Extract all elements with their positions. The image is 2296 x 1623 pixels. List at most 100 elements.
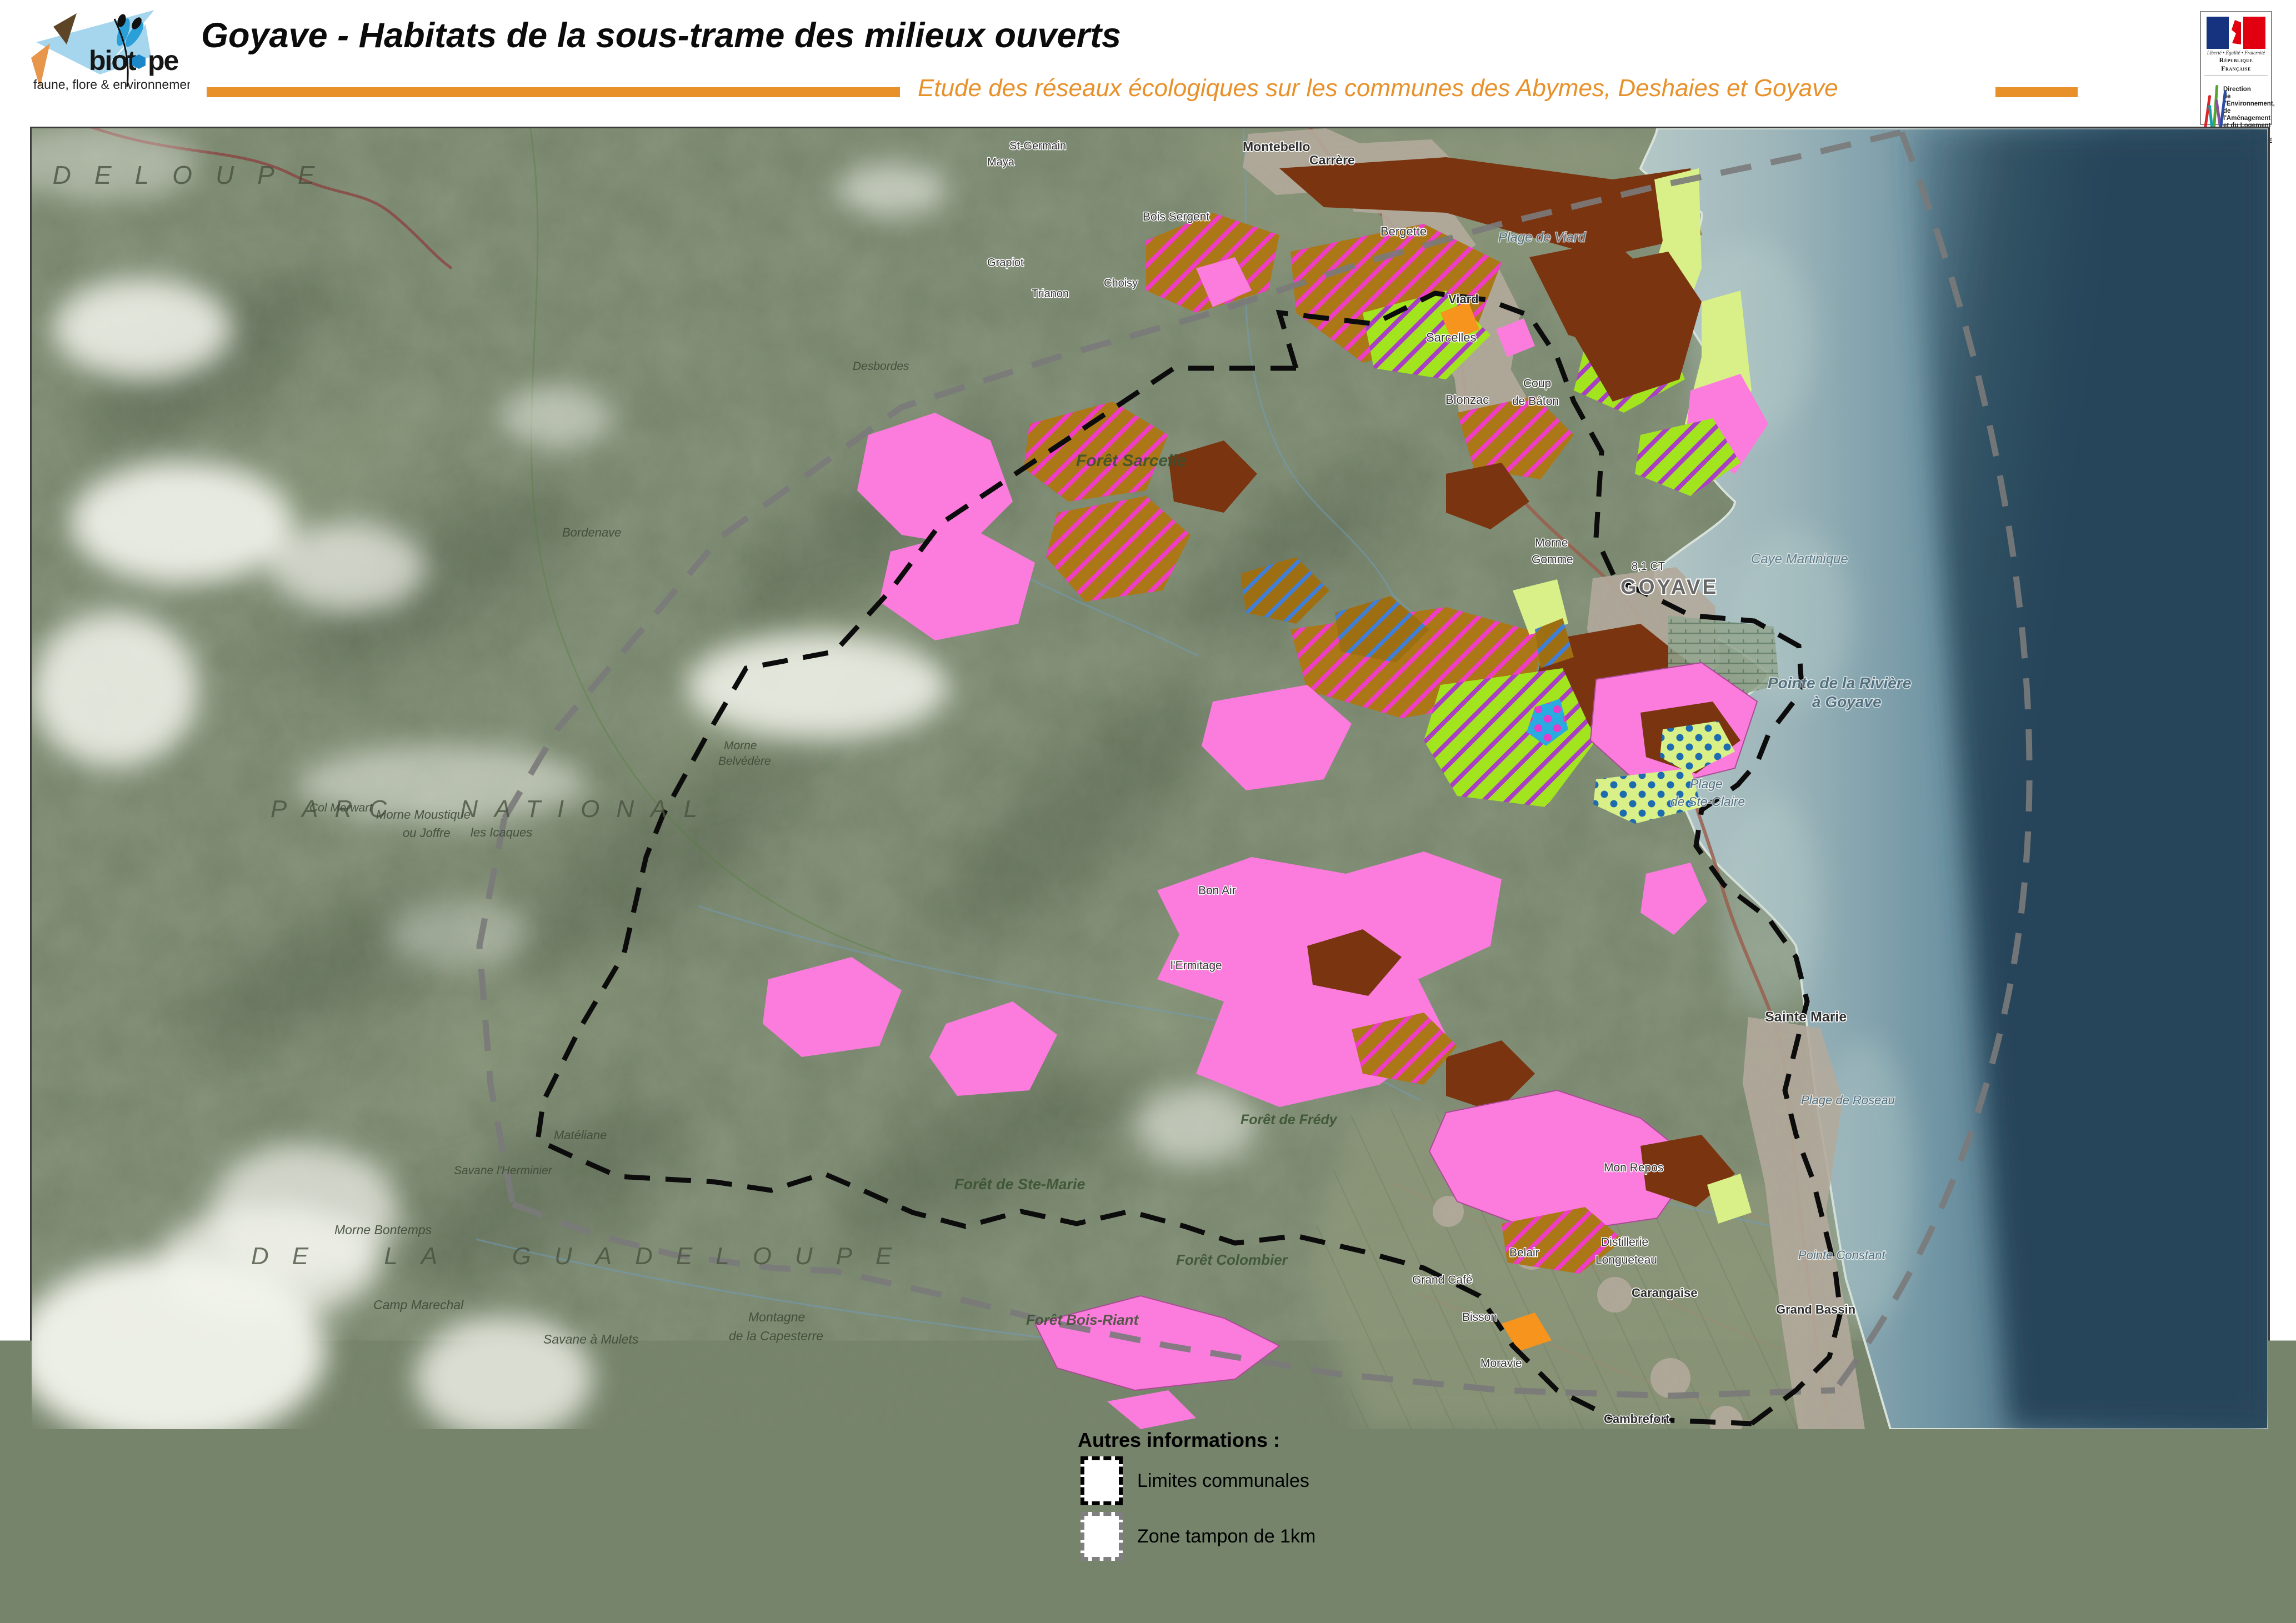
map-sheet: biot pe faune, flore & environnement Goy… xyxy=(0,0,2296,1623)
subtitle: Etude des réseaux écologiques sur les co… xyxy=(918,74,1838,102)
label-blonzac: Blonzac xyxy=(1445,393,1489,407)
prairie-humide-swatch-icon xyxy=(439,1437,483,1467)
label-plage-ste-claire-2: de Ste-Claire xyxy=(1670,794,1745,809)
limites-communales-swatch-icon xyxy=(1081,1456,1123,1505)
legend-item-jachere: Jachère xyxy=(625,1437,751,1467)
legend-item-autre-culture: Autre culture xyxy=(439,1513,605,1543)
autre-culture-swatch-icon xyxy=(439,1513,483,1543)
north-letter: N xyxy=(2244,1575,2258,1598)
legend-item-prairie-humide-marais: Prairie humide ou marais d'eau douce xyxy=(31,1549,407,1579)
zone-tampon-swatch-icon xyxy=(1081,1512,1123,1561)
label-pointe-constant: Pointe Constant xyxy=(1798,1248,1885,1262)
label-distillerie-1: Distillerie xyxy=(1601,1236,1648,1249)
north-arrow-icon: N xyxy=(2223,1531,2279,1620)
prairie-humide-marais-swatch-icon xyxy=(31,1549,75,1579)
label-desbordes: Desbordes xyxy=(853,360,909,373)
legend-item-zone-tampon: Zone tampon de 1km xyxy=(1081,1512,1315,1561)
friche-swatch-icon xyxy=(31,1511,75,1541)
gov-motto: Liberté • Égalité • Fraternité xyxy=(2201,50,2271,56)
label-plage-ste-claire-1: Plage xyxy=(1690,777,1723,791)
legend-item-friche: Friche à ligneux bas xyxy=(31,1511,258,1541)
label-pointe-riviere-1: Pointe de la Rivière xyxy=(1768,674,1911,692)
label-montebello: Montebello xyxy=(1243,139,1310,154)
government-logo: Liberté • Égalité • Fraternité Républiqu… xyxy=(2200,11,2272,125)
region-label-de-la-guadeloupe: DE LA GUADELOUPE xyxy=(251,1243,915,1270)
title-underline xyxy=(207,87,900,97)
label-carrere: Carrère xyxy=(1309,153,1355,167)
label-morne-bontemps: Morne Bontemps xyxy=(334,1223,432,1237)
label-grand-bassin: Grand Bassin xyxy=(1776,1303,1855,1316)
label-morne-gomme-1: Morne xyxy=(1535,537,1568,549)
page-title: Goyave - Habitats de la sous-trame des m… xyxy=(201,16,1121,56)
label-road-ref: 8,1 CT xyxy=(1632,560,1665,573)
subtitle-dash xyxy=(1995,87,2078,97)
label-carangaise: Carangaise xyxy=(1632,1286,1698,1300)
legend-item-marais: Marais xyxy=(31,1472,146,1502)
label-foret-sarcelle: Forêt Sarcelle xyxy=(1076,452,1186,470)
label-foret-fredy: Forêt de Frédy xyxy=(1240,1112,1338,1128)
label-les-icaques: les Icaques xyxy=(471,825,532,839)
label-sainte-marie: Sainte Marie xyxy=(1765,1009,1847,1025)
label-bergette: Bergette xyxy=(1380,224,1427,238)
label-foret-colombier: Forêt Colombier xyxy=(1176,1251,1289,1268)
sources-line-1: Orthophotoplan : ESRI online, Scan 25 :©… xyxy=(1926,1485,2296,1524)
label-foret-ste-marie: Forêt de Ste-Marie xyxy=(954,1176,1086,1193)
label-choisy: Choisy xyxy=(1104,277,1138,289)
legend-habitats-heading: Habitats de la sous-trame ouvert : xyxy=(31,1441,398,1467)
sources-title-bar: Sources / Réalisation xyxy=(1925,1444,2274,1475)
label-st-germain: St-Germain xyxy=(1009,140,1066,152)
label-coup-baton-1: Coup xyxy=(1523,377,1551,390)
label-viard: Viard xyxy=(1448,292,1479,306)
scale-label-1: 1 xyxy=(2033,1544,2045,1568)
label-camp-marechal: Camp Marechal xyxy=(373,1298,464,1312)
bananeraies-swatch-icon xyxy=(625,1513,669,1543)
label-morne-belvedere-1: Morne xyxy=(724,739,757,752)
label-savane-mulets: Savane à Mulets xyxy=(543,1332,639,1346)
systemes-culturaux-swatch-icon xyxy=(625,1475,669,1505)
label-ermitage: l'Ermitage xyxy=(1170,959,1222,972)
label-grapiot: Grapiot xyxy=(987,257,1024,269)
label-grand-cafe: Grand Café xyxy=(1412,1274,1473,1286)
label-bisson: Bisson xyxy=(1462,1311,1497,1324)
label-col-merwart: Col Merwart xyxy=(309,802,373,814)
label-goyave-city: GOYAVE xyxy=(1620,575,1718,598)
scale-label-0: 0 xyxy=(1919,1544,1931,1568)
label-caye-martinique: Caye Martinique xyxy=(1751,552,1848,567)
region-label-guadeloupe: ADELOUPE xyxy=(32,161,338,189)
label-morne-belvedere-2: Belvédère xyxy=(718,755,771,768)
marais-swatch-icon xyxy=(31,1472,75,1502)
label-moravie: Moravie xyxy=(1480,1357,1522,1370)
label-sarcelles: Sarcelles xyxy=(1426,330,1476,344)
label-bois-sergent: Bois Sergent xyxy=(1143,211,1209,223)
label-morne-moustique-2: ou Joffre xyxy=(403,826,451,840)
label-bon-air: Bon Air xyxy=(1198,884,1236,897)
map-viewport: ADELOUPE PARC NATIONAL DE LA GUADELOUPE … xyxy=(30,127,2270,1431)
scale-label-2: 2 xyxy=(2138,1544,2149,1568)
label-trianon: Trianon xyxy=(1032,288,1069,300)
scale-unit: km xyxy=(2158,1544,2186,1568)
logo-wordmark-pre: biot xyxy=(89,45,137,76)
legend-item-bananeraies: Bananeraies xyxy=(625,1513,790,1543)
french-flag-icon xyxy=(2207,17,2265,49)
label-mateliane: Matéliane xyxy=(554,1128,607,1142)
logo-wordmark-post: pe xyxy=(148,45,179,76)
legend-item-prairie-humide: Prairie humide xyxy=(439,1437,619,1467)
label-morne-gomme-2: Gomme xyxy=(1532,553,1573,566)
label-maya: Maya xyxy=(987,156,1015,168)
label-foret-bois-riant: Forêt Bois-Riant xyxy=(1026,1311,1139,1328)
label-plage-roseau: Plage de Roseau xyxy=(1801,1093,1895,1107)
label-belair: Belair xyxy=(1509,1246,1539,1259)
label-pointe-riviere-2: à Goyave xyxy=(1812,693,1882,710)
scale-bar xyxy=(1922,1579,2157,1592)
label-montagne-capesterre-1: Montagne xyxy=(748,1310,805,1324)
logo-tagline: faune, flore & environnement xyxy=(33,77,190,92)
label-montagne-capesterre-2: de la Capesterre xyxy=(729,1329,823,1343)
label-plage-viard: Plage de Viard xyxy=(1498,230,1586,245)
legend-item-prairies: Prairies xyxy=(439,1475,562,1505)
label-cambrefort: Cambrefort xyxy=(1604,1412,1670,1426)
gov-republic: République Française xyxy=(2204,56,2268,76)
label-savane-herminier: Savane l'Herminier xyxy=(454,1164,553,1177)
label-morne-moustique-1: Morne Moustique xyxy=(376,808,471,821)
label-mon-repos: Mon Repos xyxy=(1604,1161,1663,1174)
label-coup-baton-2: de Bâton xyxy=(1512,395,1559,408)
